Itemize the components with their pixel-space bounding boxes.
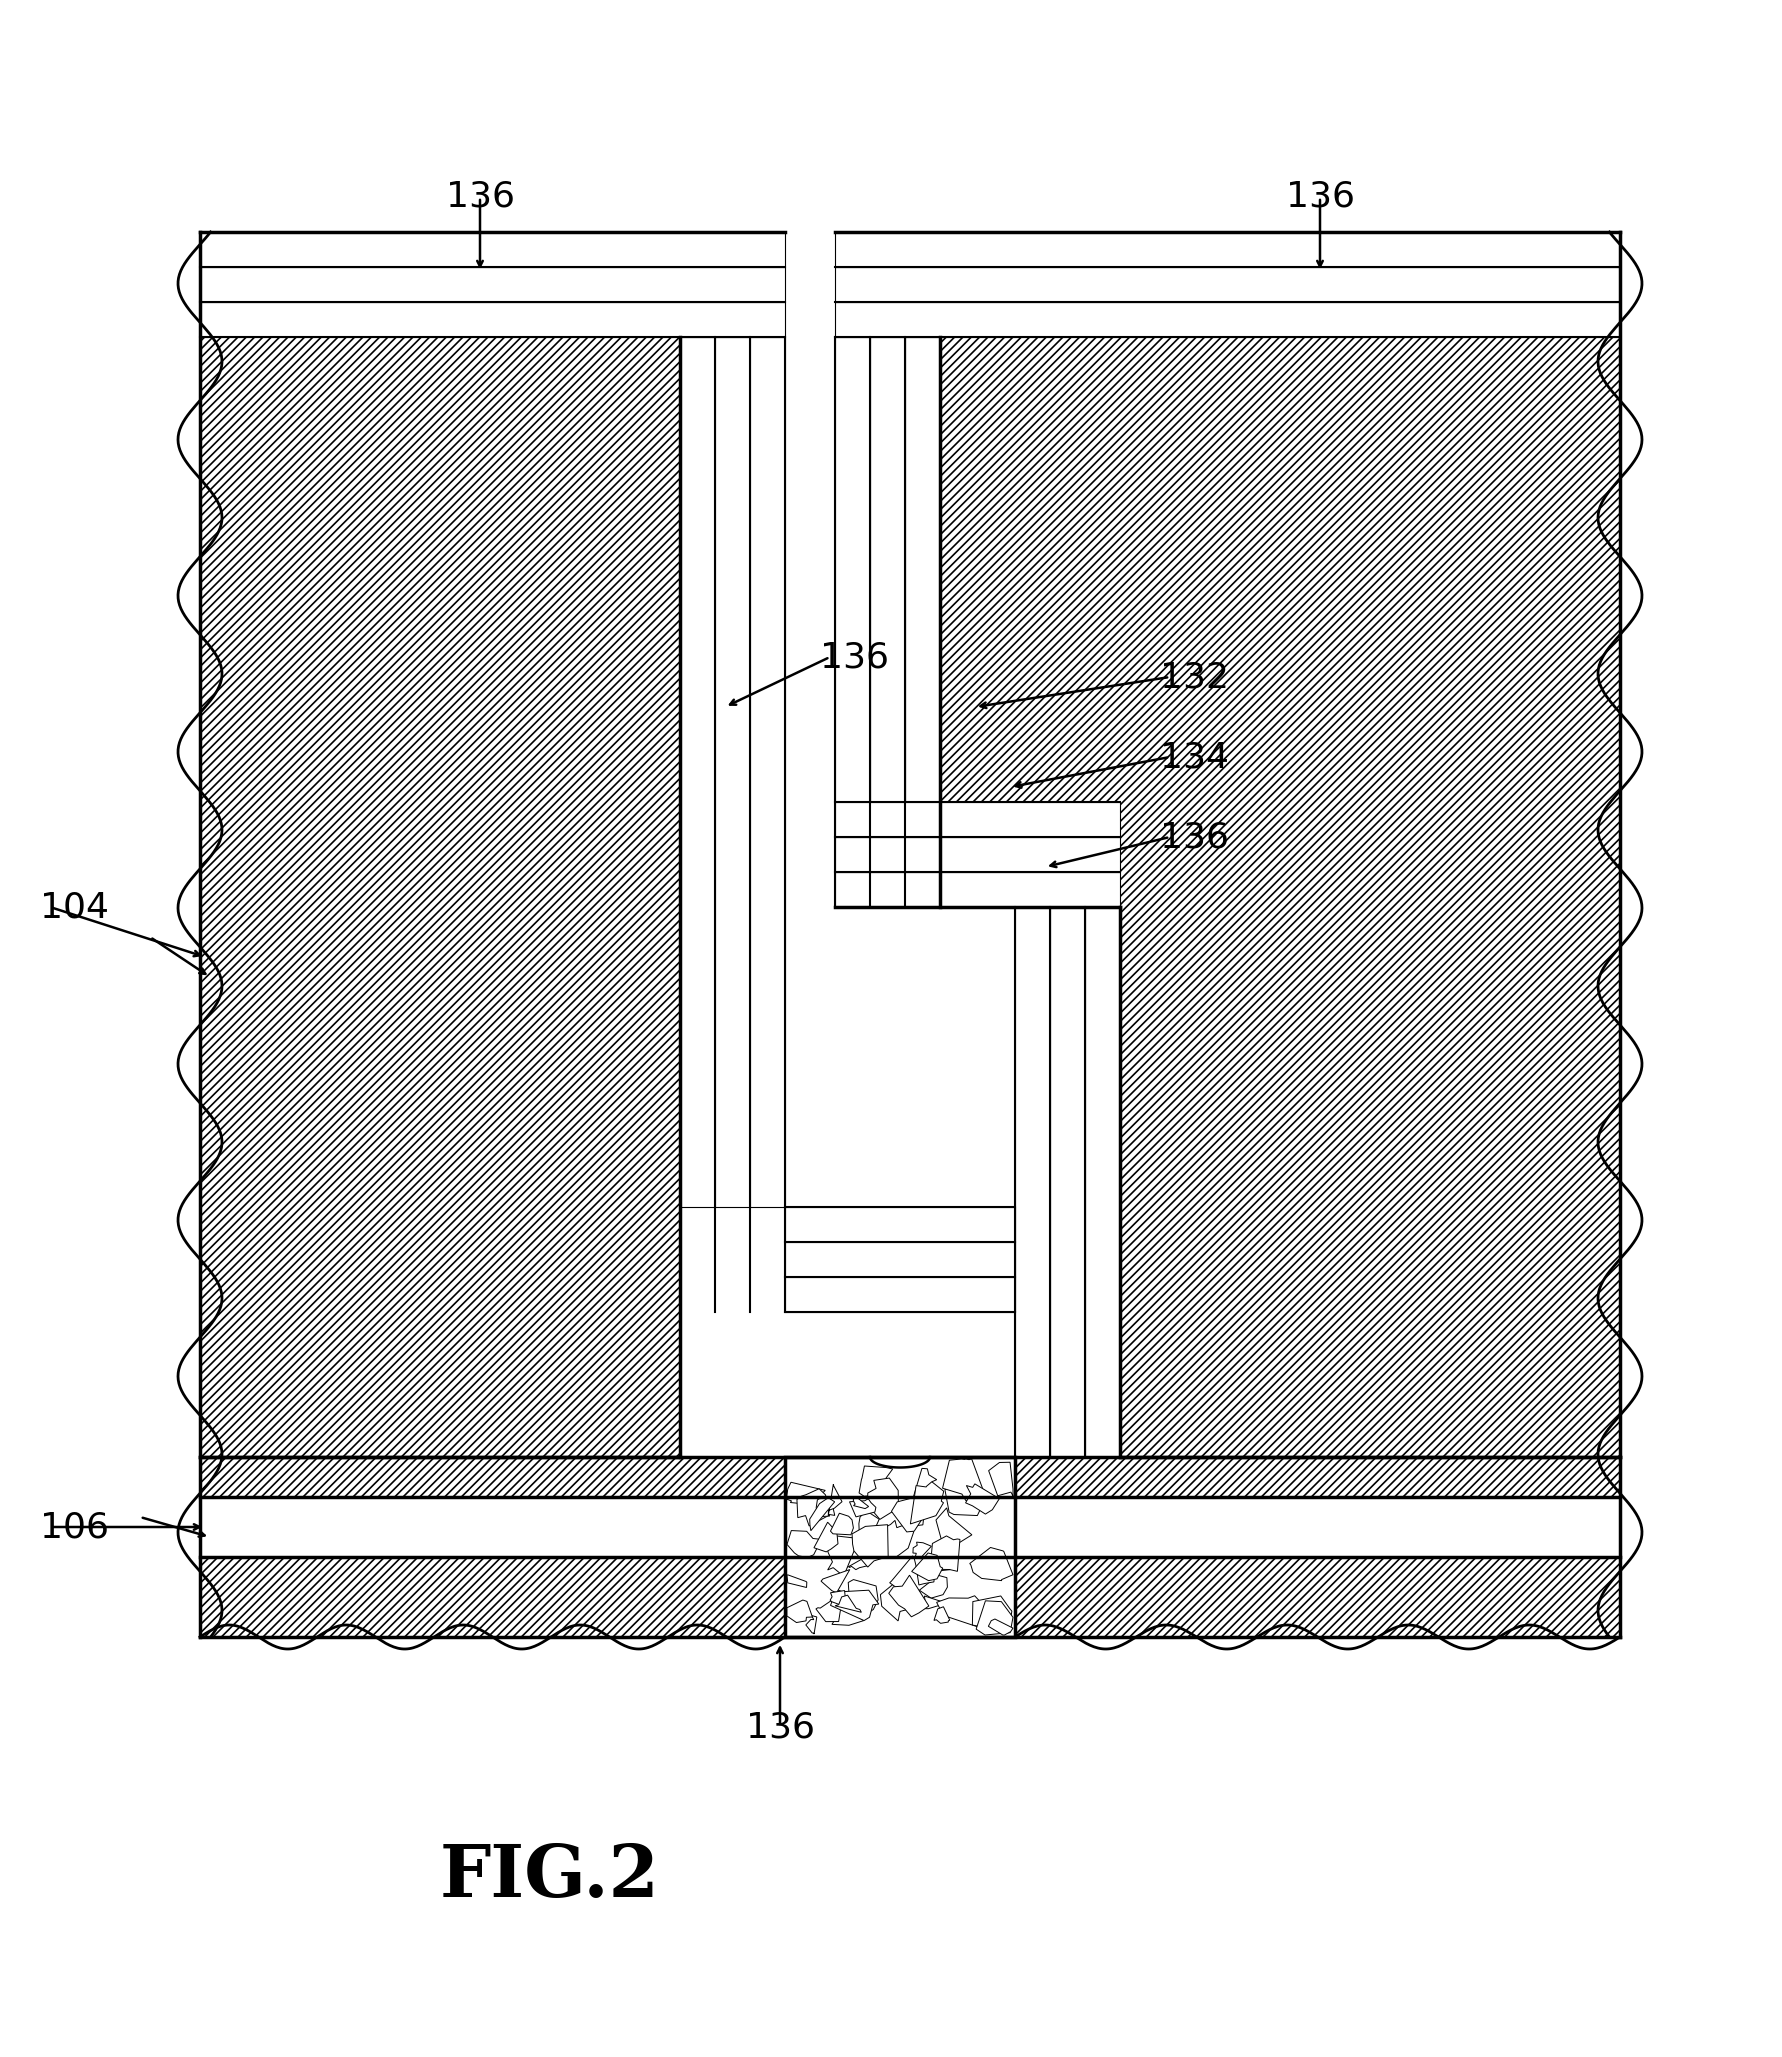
Bar	[784, 1456, 1014, 1637]
Polygon shape	[909, 1508, 923, 1528]
Polygon shape	[966, 1483, 998, 1514]
Bar	[834, 232, 1620, 267]
Polygon shape	[969, 1547, 1012, 1580]
Bar	[784, 1242, 1014, 1277]
Polygon shape	[829, 1598, 864, 1625]
Polygon shape	[911, 1553, 943, 1580]
Bar	[834, 837, 1119, 872]
Polygon shape	[923, 1596, 941, 1609]
Polygon shape	[936, 1508, 971, 1549]
Polygon shape	[930, 1537, 959, 1572]
Polygon shape	[911, 1481, 943, 1524]
Bar	[750, 337, 784, 1207]
Polygon shape	[859, 1467, 895, 1495]
Text: 136: 136	[446, 181, 515, 214]
Bar	[200, 337, 679, 1456]
Polygon shape	[786, 1600, 813, 1623]
Bar	[905, 337, 939, 907]
Text: 136: 136	[1285, 181, 1354, 214]
Polygon shape	[912, 1543, 930, 1561]
Polygon shape	[829, 1485, 841, 1516]
Polygon shape	[971, 1596, 1010, 1629]
Bar	[715, 337, 750, 1207]
Bar	[200, 232, 784, 267]
Text: 136: 136	[745, 1709, 814, 1744]
Bar	[870, 337, 905, 907]
Bar	[1085, 907, 1119, 1456]
Polygon shape	[830, 1590, 845, 1604]
Polygon shape	[987, 1619, 1012, 1635]
Bar	[834, 302, 1620, 337]
Polygon shape	[834, 1594, 861, 1613]
Text: 134: 134	[1160, 741, 1228, 773]
Polygon shape	[943, 1458, 984, 1502]
Text: 106: 106	[39, 1510, 109, 1545]
Bar	[200, 267, 784, 302]
Polygon shape	[880, 1582, 920, 1621]
Polygon shape	[797, 1489, 829, 1526]
Bar	[200, 1456, 1620, 1497]
Polygon shape	[846, 1539, 870, 1569]
Bar	[939, 337, 1620, 907]
Polygon shape	[934, 1607, 950, 1623]
Text: 132: 132	[1160, 660, 1228, 693]
Polygon shape	[816, 1497, 834, 1516]
Polygon shape	[852, 1524, 887, 1567]
Polygon shape	[786, 1483, 825, 1504]
Polygon shape	[820, 1569, 850, 1592]
Text: 136: 136	[820, 640, 889, 675]
Polygon shape	[936, 1596, 980, 1627]
Polygon shape	[928, 1555, 950, 1572]
Polygon shape	[944, 1481, 985, 1516]
Polygon shape	[887, 1576, 928, 1617]
Polygon shape	[859, 1532, 877, 1545]
Polygon shape	[848, 1500, 875, 1516]
Polygon shape	[786, 1530, 822, 1557]
Polygon shape	[975, 1600, 1012, 1635]
Polygon shape	[877, 1520, 912, 1557]
Text: FIG.2: FIG.2	[440, 1841, 659, 1913]
Polygon shape	[868, 1479, 898, 1520]
Bar	[834, 267, 1620, 302]
Text: 104: 104	[39, 891, 109, 924]
Polygon shape	[973, 1563, 991, 1576]
Polygon shape	[854, 1495, 868, 1508]
Text: 136: 136	[1160, 821, 1228, 854]
Polygon shape	[916, 1572, 946, 1598]
Polygon shape	[805, 1615, 816, 1633]
Polygon shape	[987, 1463, 1012, 1495]
Bar	[1050, 907, 1085, 1456]
Polygon shape	[912, 1469, 936, 1500]
Polygon shape	[838, 1541, 862, 1567]
Polygon shape	[830, 1514, 854, 1535]
Bar	[1119, 907, 1620, 1456]
Bar	[784, 1207, 1014, 1242]
Bar	[679, 337, 715, 1207]
Bar	[784, 1277, 1014, 1312]
Polygon shape	[809, 1497, 834, 1530]
Polygon shape	[827, 1537, 859, 1576]
Polygon shape	[830, 1590, 879, 1621]
Bar	[1014, 907, 1050, 1456]
Bar	[834, 872, 1119, 907]
Bar	[200, 302, 784, 337]
Polygon shape	[889, 1555, 930, 1602]
Polygon shape	[848, 1580, 879, 1617]
Polygon shape	[859, 1510, 879, 1541]
Polygon shape	[914, 1557, 939, 1586]
Polygon shape	[814, 1522, 838, 1551]
Bar	[200, 1557, 1620, 1637]
Polygon shape	[786, 1576, 805, 1588]
Bar	[834, 337, 870, 907]
Polygon shape	[784, 337, 1014, 1312]
Polygon shape	[891, 1497, 930, 1532]
Bar	[834, 802, 1119, 837]
Polygon shape	[816, 1598, 841, 1621]
